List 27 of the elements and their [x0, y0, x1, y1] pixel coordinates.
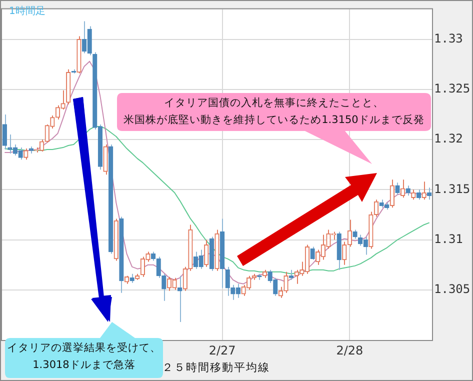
candlestick: [390, 179, 395, 208]
candlestick: [422, 181, 426, 200]
candlestick: [411, 189, 416, 200]
y-tick-label: 1.305: [434, 282, 470, 296]
text: ２５時間移動平均線: [162, 360, 271, 376]
text: 1.3018ドルまで急落: [32, 358, 136, 373]
y-tick-label: 1.32: [434, 132, 463, 146]
text: イタリアの選挙結果を受けて、: [6, 341, 162, 356]
annotation: 1時間足: [9, 6, 46, 18]
y-tick-label: 1.33: [434, 31, 463, 46]
candlestick: [24, 148, 28, 160]
candlestick: [400, 179, 406, 198]
y-tick-label: 1.315: [434, 182, 470, 196]
candlestick: [2, 114, 7, 150]
y-tick-label: 1.31: [434, 232, 463, 246]
candlestick: [103, 144, 108, 176]
x-tick-label: 2/27: [208, 343, 236, 358]
candlestick: [395, 182, 400, 196]
annotation: 米国株が底堅い動きを維持しているため1.3150ドルまで反発: [122, 113, 426, 128]
candlestick: [416, 189, 422, 200]
y-tick-label: 1.325: [434, 82, 470, 96]
candlestick: [310, 246, 315, 260]
x-tick-label: 2/28: [336, 343, 364, 358]
candlestick: [352, 229, 358, 240]
annotation: イタリア国債の入札を無事に終えたことと、: [163, 96, 385, 111]
candlestick: [130, 273, 134, 284]
candlestick: [204, 239, 209, 268]
